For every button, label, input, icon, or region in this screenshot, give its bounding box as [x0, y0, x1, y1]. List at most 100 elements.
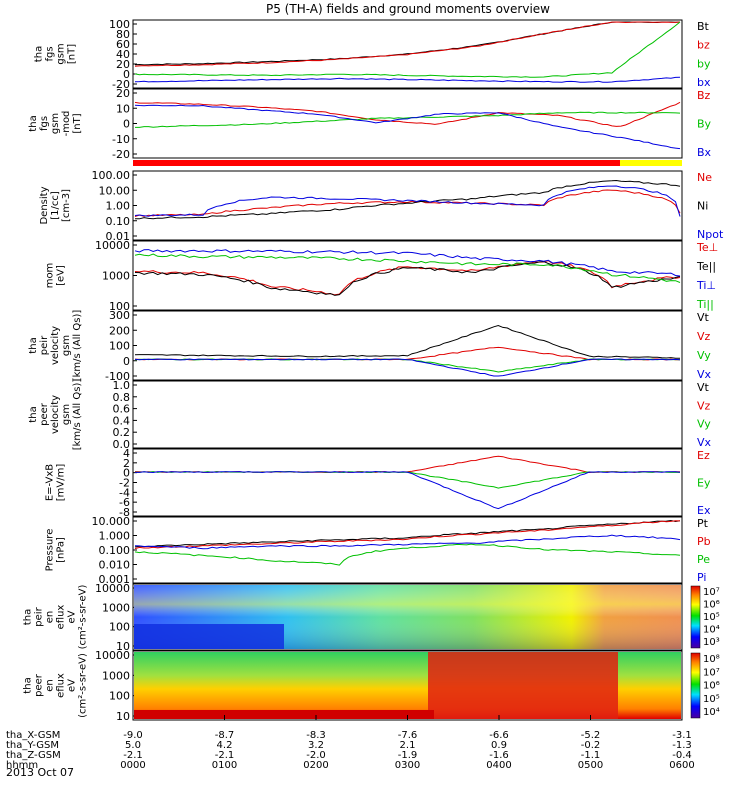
legend-Bz: Bz [697, 89, 711, 102]
legend-Vt: Vt [697, 381, 710, 394]
y-tick-label: 10.00 [99, 184, 131, 197]
legend-bx: bx [697, 76, 711, 89]
y-tick-label: 1.000 [99, 530, 131, 543]
series-line-Vx [134, 358, 681, 377]
y-tick-label: 0 [123, 118, 130, 131]
legend-bz: bz [697, 39, 710, 52]
legend-Pt: Pt [697, 517, 709, 530]
y-tick-label: 60 [116, 38, 130, 51]
panel-2: 20 10 0 -10 -20 thafgsgsm-mod[nT] Bz By Bx [28, 87, 712, 161]
y-tick-label: 100 [109, 300, 130, 313]
x-tick-label: 0300 [395, 760, 420, 771]
x-row-label: tha_Y-GSM [6, 740, 59, 751]
y-tick-label: 20 [116, 58, 130, 71]
legend-Pb: Pb [697, 535, 711, 548]
date-label: 2013 Oct 07 [6, 766, 74, 779]
series-line-Pe [134, 543, 681, 566]
y-tick-label: 1000 [102, 601, 130, 614]
legend-Ex: Ex [697, 504, 711, 517]
y-axis-label: thapeirvelocitygsm[km/s (All Qs)] [28, 310, 83, 382]
x-tick-label: 0200 [303, 760, 328, 771]
x-tick-label: -7.6 [398, 730, 418, 741]
colorbar-tick-label: 10⁴ [703, 707, 720, 718]
y-axis-label: E=-VxB[mV/m] [45, 464, 67, 502]
y-axis-label: thapeervelocitygsm[km/s (All Qs)] [28, 379, 83, 451]
x-tick-label: -5.2 [581, 730, 601, 741]
legend-Ey: Ey [697, 477, 711, 490]
legend-Ni: Ni [697, 200, 708, 213]
x-row-label: hhmm [6, 760, 38, 771]
y-tick-label: 0 [123, 68, 130, 81]
panel-frame [132, 516, 683, 584]
y-tick-label: -2 [119, 477, 130, 490]
x-tick-label: 0600 [669, 760, 694, 771]
series-line-bx [134, 76, 681, 83]
legend-by: by [697, 57, 711, 70]
x-tick-label: 3.2 [308, 740, 324, 751]
y-tick-label: 300 [109, 309, 130, 322]
legend-Vy: Vy [697, 349, 711, 362]
y-tick-label: 10000 [95, 649, 130, 662]
y-tick-label: 1000 [102, 270, 130, 283]
y-tick-label: 100 [109, 690, 130, 703]
x-row-label: tha_Z-GSM [6, 750, 61, 761]
x-tick-label: -8.7 [215, 730, 235, 741]
x-tick-label: -2.1 [215, 750, 235, 761]
legend-Pe: Pe [697, 553, 710, 566]
colorbar-tick-label: 10⁸ [703, 654, 720, 665]
x-tick-label: -2.0 [306, 750, 326, 761]
y-tick-label: 0.6 [113, 403, 131, 416]
x-tick-label: -2.1 [123, 750, 143, 761]
x-tick-label: -3.1 [672, 730, 692, 741]
series-line-Bx [134, 104, 681, 150]
series-line-Ey [134, 470, 681, 489]
series-line-Pi [134, 534, 681, 550]
x-tick-label: 0100 [212, 760, 237, 771]
y-tick-label: 0.100 [99, 544, 131, 557]
legend-Vz: Vz [697, 399, 711, 412]
quality-bar-red [133, 160, 620, 166]
y-axis-label: thapeirenefluxeV(cm²-s-sr-eV) [23, 585, 89, 650]
x-tick-label: -6.6 [489, 730, 509, 741]
legend-Ne: Ne [697, 171, 712, 184]
y-tick-label: 100 [109, 340, 130, 353]
legend-Ti⊥: Ti⊥ [696, 279, 716, 292]
series-line-bz [134, 21, 681, 67]
legend-Pi: Pi [697, 571, 706, 584]
y-tick-label: 10000 [95, 582, 130, 595]
y-tick-label: 200 [109, 324, 130, 337]
y-tick-label: 20 [116, 87, 130, 100]
x-tick-label: -1.1 [581, 750, 601, 761]
x-tick-label: -1.6 [489, 750, 509, 761]
y-tick-label: 0.2 [113, 426, 131, 439]
series-line-Ex [135, 470, 681, 510]
x-tick-label: -0.2 [581, 740, 601, 751]
panel-3: 100.00 10.00 1.00 0.10 0.01 Density[1/cc][cm-… [39, 169, 724, 243]
series-line-Ti⊥ [134, 249, 681, 277]
series-line-Ne [134, 189, 681, 217]
x-tick-label: 5.0 [125, 740, 141, 751]
series-line-Bt [134, 21, 681, 66]
spectrogram-low-band [134, 624, 284, 649]
y-tick-label: -20 [112, 148, 130, 161]
y-tick-label: -6 [119, 496, 130, 509]
y-tick-label: 2 [123, 457, 130, 470]
y-tick-label: 0 [123, 355, 130, 368]
legend-Npot: Npot [697, 228, 724, 241]
colorbar-tick-label: 10⁷ [703, 667, 720, 678]
series-line-Vz [134, 346, 681, 361]
panel-frame [132, 310, 683, 381]
series-line-Ni [134, 179, 681, 220]
y-tick-label: -10 [112, 133, 130, 146]
panel-frame [132, 380, 683, 449]
y-tick-label: 0 [123, 467, 130, 480]
legend-Ez: Ez [697, 449, 710, 462]
series-line-Vy [134, 358, 681, 373]
y-tick-label: -100 [105, 370, 130, 383]
y-axis-label: thafgsgsm[nT] [34, 43, 78, 64]
spectrogram-hot-region [428, 652, 618, 719]
y-tick-label: 10 [116, 102, 130, 115]
panel-6: 1.00.80.60.40.20.0 thapeervelocitygsm[km/… [28, 379, 712, 451]
